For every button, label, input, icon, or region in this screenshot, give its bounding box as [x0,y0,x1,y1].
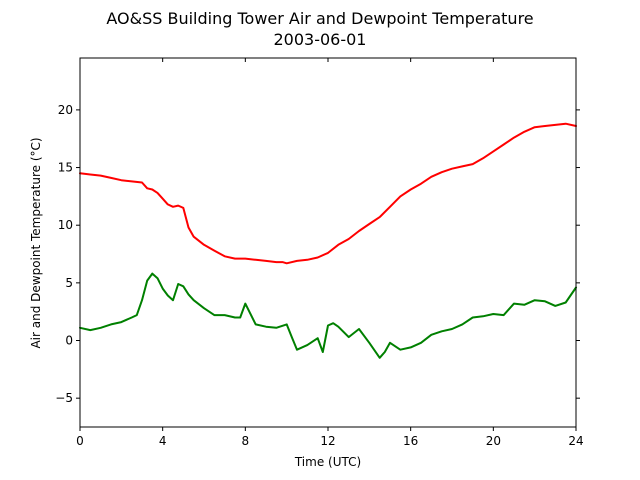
x-tick-label: 16 [403,434,418,448]
chart-subtitle: 2003-06-01 [274,30,367,49]
x-tick-label: 4 [159,434,167,448]
x-tick-label: 12 [320,434,335,448]
plot-frame [79,57,577,428]
y-tick-label: 10 [58,218,73,232]
plot-area: 0 4 8 12 16 20 24 −5 0 5 10 15 20 [55,57,584,448]
series-line-1 [79,272,577,359]
y-axis-label: Air and Dewpoint Temperature (°C) [29,137,43,348]
x-tick-label: 0 [76,434,84,448]
y-tick-label: 0 [65,334,73,348]
y-tick-label: −5 [55,391,73,405]
y-tick-label: 5 [65,276,73,290]
x-tick-label: 8 [242,434,250,448]
chart-title: AO&SS Building Tower Air and Dewpoint Te… [106,9,533,28]
x-axis-label: Time (UTC) [294,455,361,469]
y-tick-label: 15 [58,161,73,175]
x-tick-label: 24 [568,434,583,448]
series-line-0 [79,122,577,265]
x-tick-label: 20 [486,434,501,448]
y-tick-label: 20 [58,103,73,117]
